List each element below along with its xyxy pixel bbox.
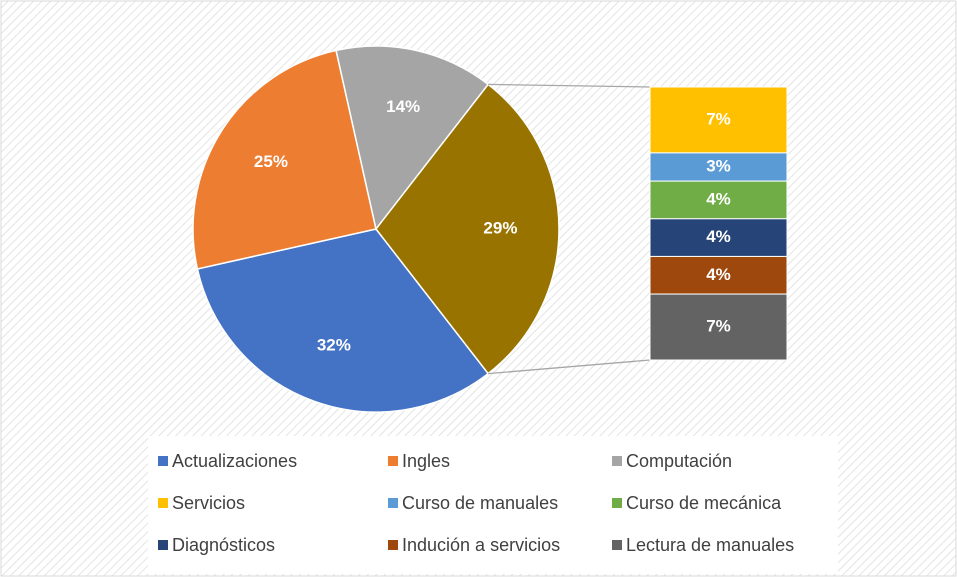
bar-segment	[649, 152, 788, 182]
pie-slice	[196, 228, 490, 413]
legend-label: Actualizaciones	[172, 451, 297, 471]
legend-swatch	[388, 540, 398, 550]
legend-label: Computación	[626, 451, 732, 471]
legend-swatch	[612, 540, 622, 550]
data-label: 29%	[483, 218, 517, 237]
data-label: 4%	[706, 189, 731, 208]
data-label: 32%	[317, 336, 351, 355]
connector	[488, 83, 651, 88]
legend-swatch	[612, 456, 622, 466]
connector	[488, 359, 651, 375]
data-label: 25%	[254, 152, 288, 171]
bar-segment	[649, 218, 788, 257]
legend-swatch	[158, 456, 168, 466]
data-label: 14%	[386, 97, 420, 116]
legend-label: Lectura de manuales	[626, 535, 794, 555]
data-label: 7%	[706, 109, 731, 128]
bar-segment	[649, 86, 788, 154]
legend-swatch	[388, 498, 398, 508]
legend-swatch	[388, 456, 398, 466]
pie-slice	[375, 83, 560, 375]
data-label: 4%	[706, 265, 731, 284]
pie-slice	[192, 49, 377, 270]
legend-swatch	[158, 498, 168, 508]
bar-segment	[649, 180, 788, 220]
bar-segment	[649, 293, 788, 361]
data-label: 7%	[706, 317, 731, 336]
data-label: 4%	[706, 227, 731, 246]
legend-label: Servicios	[172, 493, 245, 513]
legend-label: Diagnósticos	[172, 535, 275, 555]
legend-label: Curso de manuales	[402, 493, 558, 513]
legend-box	[148, 436, 838, 574]
legend-label: Indución a servicios	[402, 535, 560, 555]
legend-swatch	[612, 498, 622, 508]
legend-label: Curso de mecánica	[626, 493, 782, 513]
bar-segment	[649, 255, 788, 295]
legend-swatch	[158, 540, 168, 550]
legend-label: Ingles	[402, 451, 450, 471]
data-label: 3%	[706, 157, 731, 176]
pie-slice	[335, 45, 490, 231]
